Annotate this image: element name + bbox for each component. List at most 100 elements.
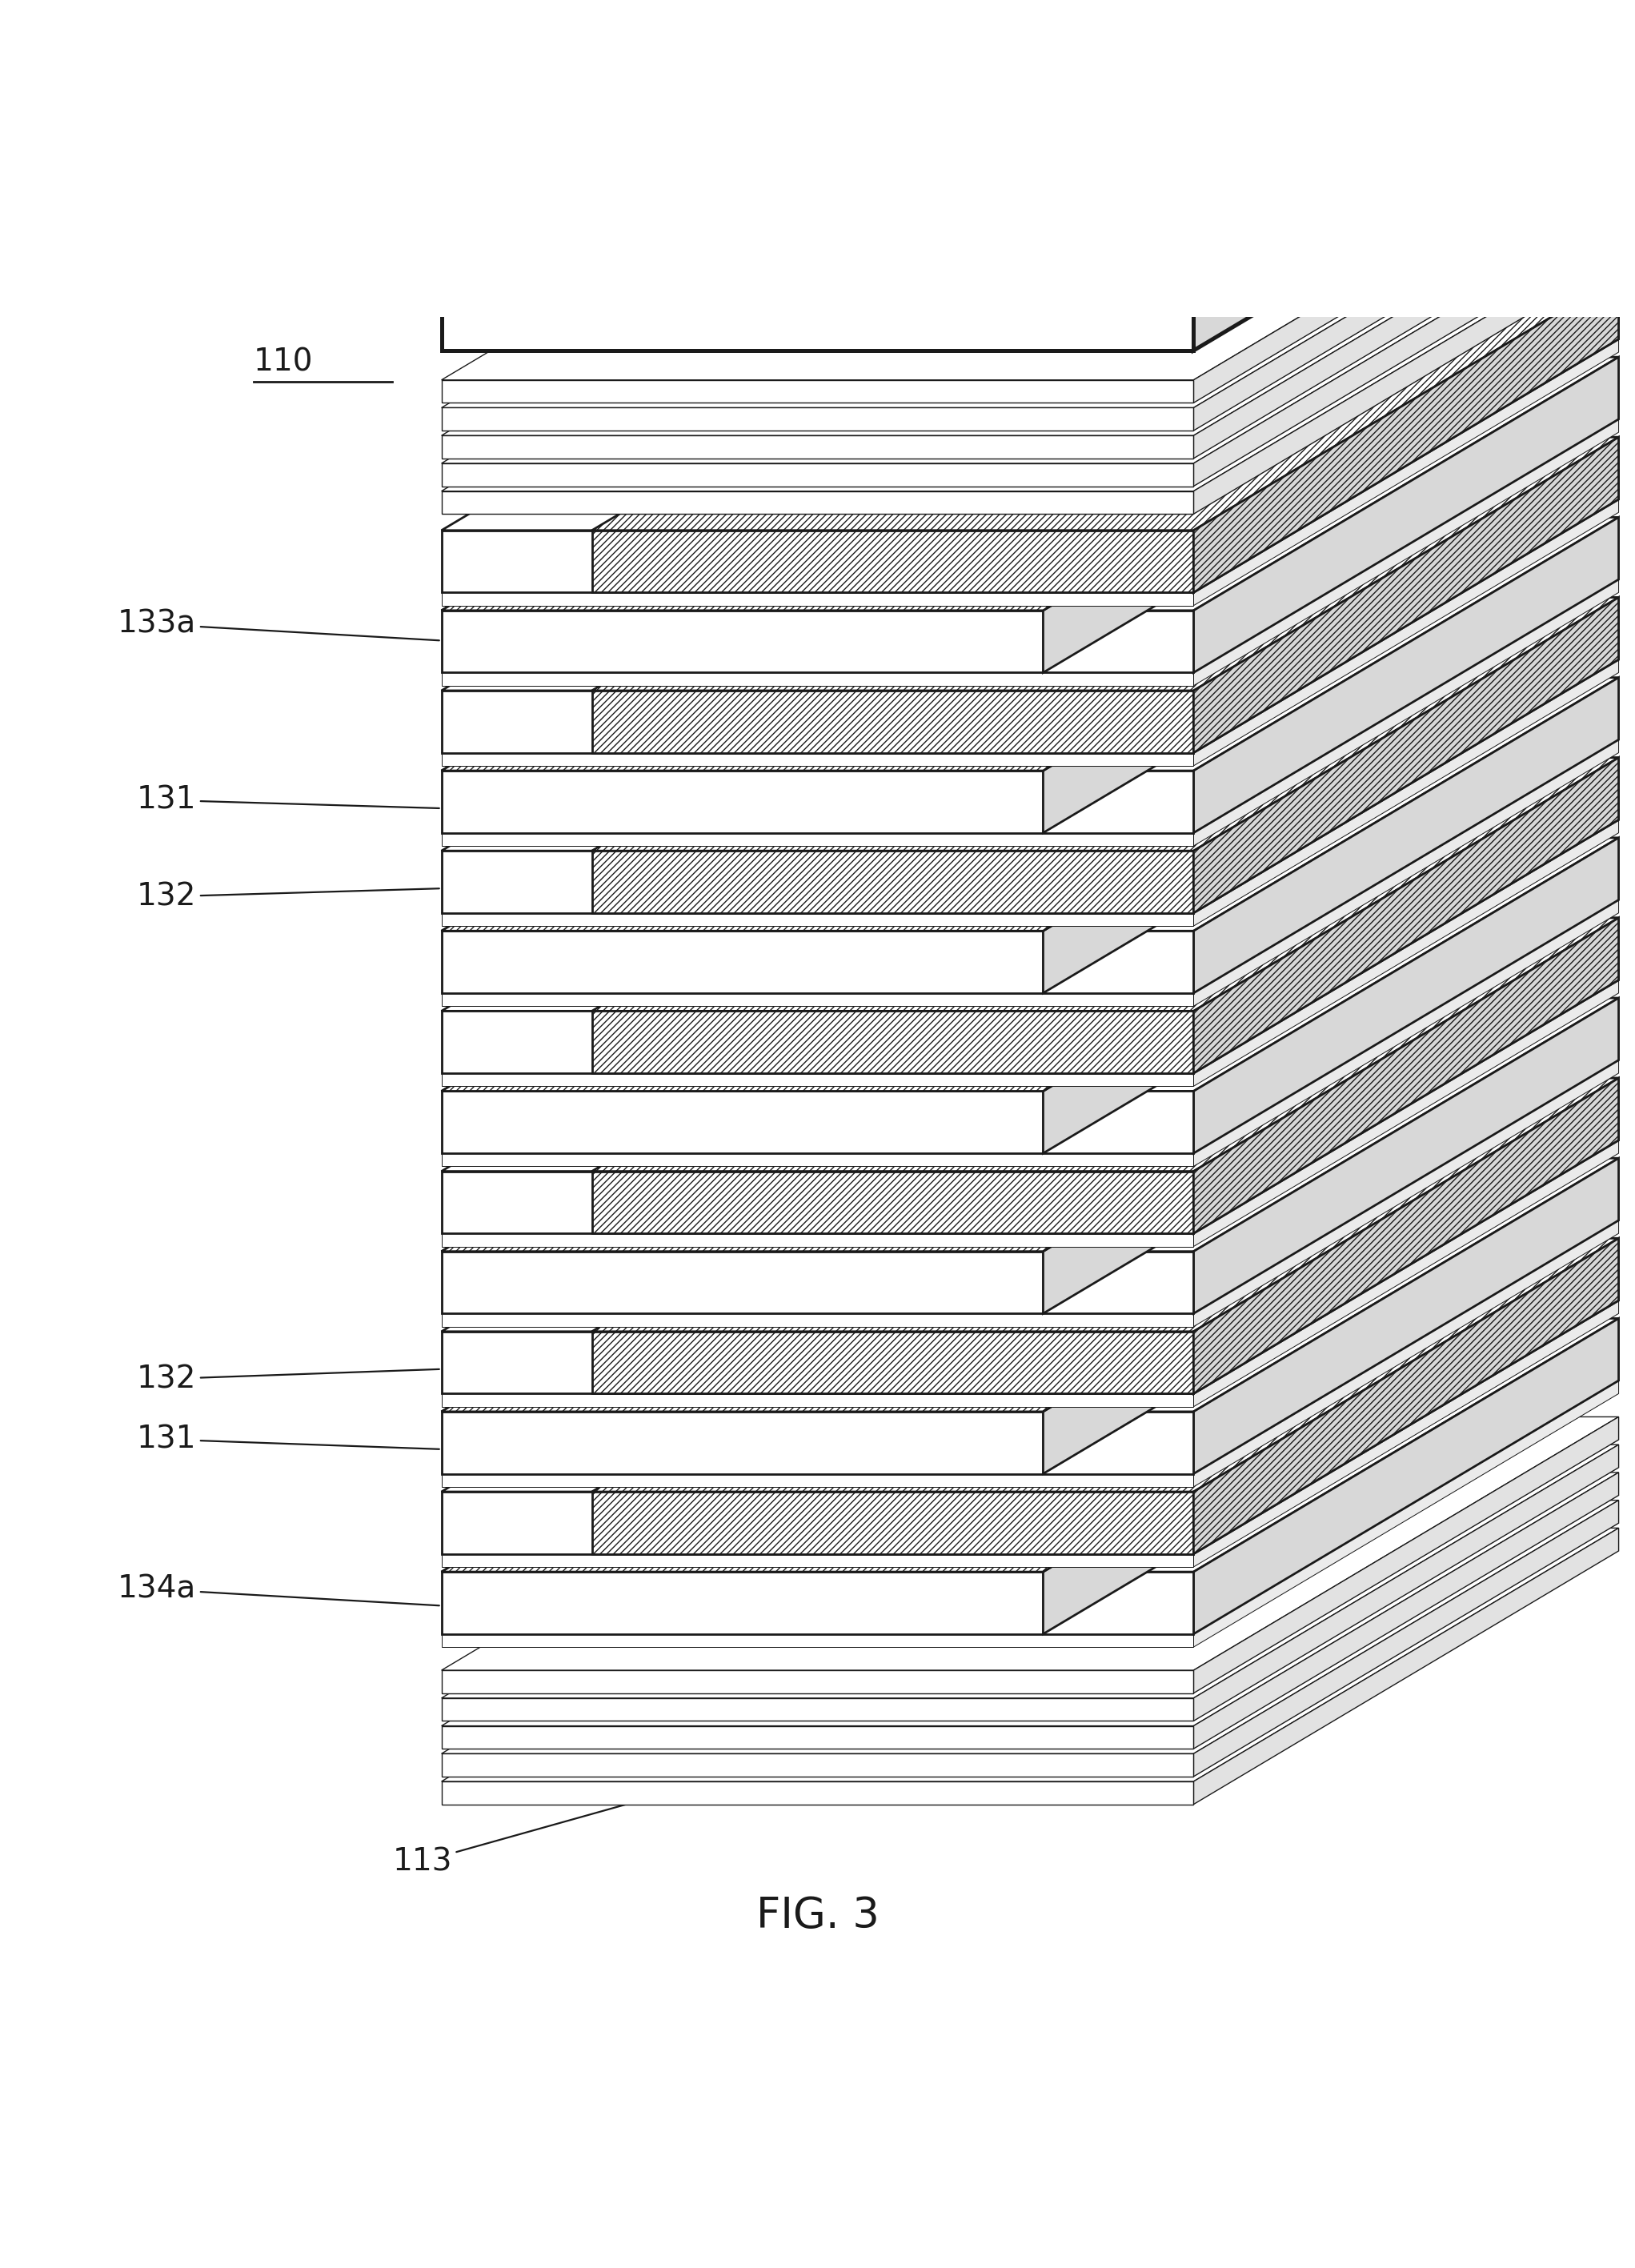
Polygon shape: [1194, 1077, 1619, 1393]
Polygon shape: [441, 596, 1619, 850]
Polygon shape: [1194, 181, 1619, 458]
Polygon shape: [1194, 211, 1619, 485]
Polygon shape: [441, 1418, 1619, 1669]
Polygon shape: [592, 438, 1619, 689]
Polygon shape: [441, 517, 1619, 771]
Text: 115: 115: [1344, 1449, 1481, 1479]
Polygon shape: [441, 1445, 1619, 1699]
Polygon shape: [1194, 739, 1619, 1007]
Polygon shape: [441, 1159, 1619, 1411]
Polygon shape: [1194, 1418, 1619, 1694]
Polygon shape: [441, 463, 1194, 485]
Polygon shape: [441, 1170, 1194, 1234]
Polygon shape: [441, 238, 1619, 492]
Polygon shape: [1194, 1318, 1619, 1633]
Polygon shape: [441, 1154, 1194, 1166]
Polygon shape: [441, 1220, 1619, 1474]
Polygon shape: [441, 1234, 1194, 1247]
Polygon shape: [1194, 1238, 1619, 1554]
Text: 132: 132: [137, 1363, 440, 1395]
Polygon shape: [1194, 678, 1619, 993]
Polygon shape: [441, 1393, 1194, 1406]
Polygon shape: [1194, 438, 1619, 753]
Polygon shape: [1194, 340, 1619, 606]
Polygon shape: [441, 1726, 1194, 1749]
Polygon shape: [1043, 356, 1468, 674]
Polygon shape: [1194, 499, 1619, 767]
Polygon shape: [441, 1411, 1194, 1474]
Polygon shape: [592, 1331, 1194, 1393]
Polygon shape: [441, 610, 1194, 674]
Polygon shape: [441, 1492, 1194, 1554]
Polygon shape: [1043, 1159, 1468, 1474]
Polygon shape: [592, 1238, 1619, 1492]
Polygon shape: [441, 998, 1468, 1252]
Polygon shape: [441, 998, 1619, 1252]
Polygon shape: [441, 578, 1619, 832]
Text: 132: 132: [137, 882, 440, 912]
Polygon shape: [1194, 900, 1619, 1166]
Polygon shape: [441, 1300, 1619, 1554]
Polygon shape: [1194, 356, 1619, 674]
Polygon shape: [441, 1091, 1194, 1154]
Polygon shape: [441, 381, 1194, 404]
Text: 133a: 133a: [118, 610, 440, 640]
Polygon shape: [441, 753, 1194, 767]
Polygon shape: [441, 1159, 1468, 1411]
Polygon shape: [592, 1492, 1194, 1554]
Polygon shape: [441, 1474, 1194, 1488]
Polygon shape: [441, 1699, 1194, 1721]
Polygon shape: [1194, 1059, 1619, 1327]
Polygon shape: [592, 689, 1194, 753]
Polygon shape: [592, 596, 1619, 850]
Polygon shape: [1194, 1141, 1619, 1406]
Polygon shape: [441, 930, 1194, 993]
Polygon shape: [1194, 1238, 1619, 1554]
Polygon shape: [441, 186, 1194, 352]
Polygon shape: [1194, 1529, 1619, 1805]
Polygon shape: [441, 181, 1619, 435]
Polygon shape: [441, 438, 1619, 689]
Polygon shape: [441, 850, 1194, 914]
Polygon shape: [441, 499, 1619, 753]
Polygon shape: [1043, 678, 1468, 993]
Polygon shape: [1194, 758, 1619, 1073]
Polygon shape: [441, 420, 1619, 674]
Polygon shape: [441, 993, 1194, 1007]
Text: 114: 114: [1323, 349, 1481, 381]
Polygon shape: [441, 154, 1619, 408]
Polygon shape: [441, 277, 1619, 531]
Polygon shape: [441, 771, 1194, 832]
Polygon shape: [1194, 980, 1619, 1247]
Text: 131: 131: [137, 785, 440, 814]
Polygon shape: [1194, 758, 1619, 1073]
Polygon shape: [441, 408, 1194, 431]
Polygon shape: [1194, 1300, 1619, 1567]
Polygon shape: [441, 1554, 1194, 1567]
Polygon shape: [1194, 596, 1619, 914]
Polygon shape: [441, 1669, 1194, 1694]
Polygon shape: [1194, 1077, 1619, 1393]
Text: FIG. 3: FIG. 3: [755, 1894, 880, 1937]
Polygon shape: [1194, 819, 1619, 1086]
Polygon shape: [1194, 438, 1619, 753]
Text: 113: 113: [392, 1794, 665, 1876]
Polygon shape: [1043, 837, 1468, 1154]
Polygon shape: [1194, 420, 1619, 685]
Polygon shape: [592, 758, 1619, 1012]
Polygon shape: [441, 1780, 1194, 1805]
Polygon shape: [441, 1499, 1619, 1753]
Polygon shape: [441, 340, 1619, 592]
Polygon shape: [1043, 998, 1468, 1313]
Polygon shape: [441, 832, 1194, 846]
Polygon shape: [592, 531, 1194, 592]
Polygon shape: [441, 1572, 1194, 1633]
Polygon shape: [441, 1633, 1194, 1647]
Polygon shape: [441, 531, 1194, 592]
Polygon shape: [1194, 1220, 1619, 1488]
Polygon shape: [441, 1252, 1194, 1313]
Polygon shape: [592, 277, 1619, 531]
Polygon shape: [441, 674, 1194, 685]
Polygon shape: [1194, 154, 1619, 431]
Polygon shape: [1194, 596, 1619, 914]
